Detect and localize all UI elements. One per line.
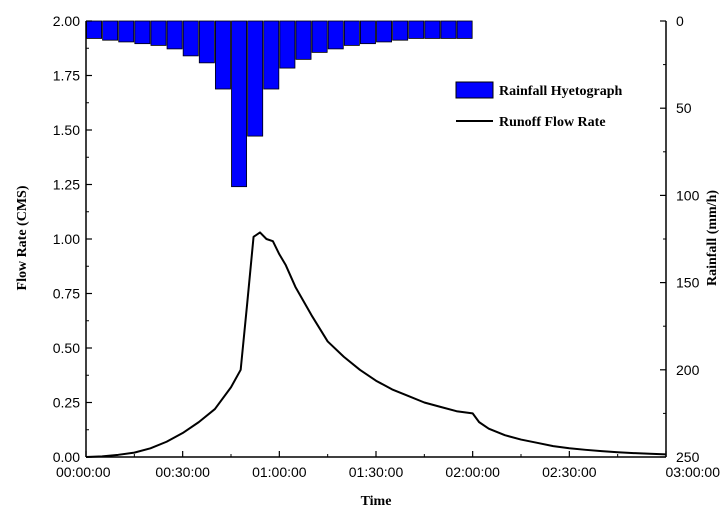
rainfall-bar [118, 20, 135, 43]
rainfall-bar [198, 20, 215, 64]
y-right-tick-label: 50 [676, 100, 692, 116]
rainfall-bar [134, 20, 151, 45]
y-left-tick-label: 1.75 [53, 68, 80, 84]
rainfall-bar [247, 20, 264, 137]
rainfall-bar [327, 20, 344, 50]
rainfall-bar [440, 20, 457, 39]
y-left-tick-label: 0.25 [53, 395, 80, 411]
y-left-tick-label: 1.00 [53, 231, 80, 247]
rainfall-bar [231, 20, 248, 188]
rainfall-bars [86, 20, 473, 188]
rainfall-bar [279, 20, 296, 69]
rainfall-bar [263, 20, 280, 90]
y-left-tick-label: 1.50 [53, 122, 80, 138]
rainfall-bar [376, 20, 393, 43]
rainfall-bar [295, 20, 312, 60]
rainfall-bar [359, 20, 376, 45]
x-tick-label: 02:30:00 [542, 464, 597, 480]
y-left-tick-label: 2.00 [53, 13, 80, 29]
y-left-tick-label: 0.00 [53, 449, 80, 465]
y-right-tick-label: 100 [676, 187, 700, 203]
y-right-tick-label: 200 [676, 362, 700, 378]
runoff-line-layer [85, 231, 667, 458]
x-tick-label: 00:00:00 [56, 464, 111, 480]
legend-label-rainfall: Rainfall Hyetograph [499, 84, 622, 99]
y-left-tick-label: 1.25 [53, 177, 80, 193]
y-axis-right-title: Rainfall (mm/h) [705, 190, 720, 286]
x-tick-label: 01:00:00 [252, 464, 307, 480]
runoff-line [85, 231, 667, 458]
rainfall-bar [343, 20, 360, 46]
rainfall-bar [456, 20, 473, 39]
rainfall-bar [424, 20, 441, 39]
y-right-tick-label: 150 [676, 275, 700, 291]
rainfall-bar [214, 20, 231, 90]
x-tick-label: 02:00:00 [445, 464, 500, 480]
x-tick-label: 00:30:00 [155, 464, 210, 480]
rainfall-bar [392, 20, 409, 41]
rainfall-bar [311, 20, 328, 53]
x-axis-title: Time [361, 494, 392, 508]
y-left-tick-label: 0.75 [53, 286, 80, 302]
rainfall-bar [166, 20, 183, 50]
y-right-tick-label: 0 [676, 13, 684, 29]
y-axis-left-title: Flow Rate (CMS) [15, 185, 30, 290]
rainfall-bar [408, 20, 425, 39]
x-tick-label: 01:30:00 [349, 464, 404, 480]
legend-swatch-rainfall [455, 81, 494, 99]
x-tick-label: 03:00:00 [666, 464, 721, 480]
rainfall-bar [102, 20, 119, 41]
y-left-tick-label: 0.50 [53, 340, 80, 356]
y-right-tick-label: 250 [676, 449, 700, 465]
rainfall-bar [182, 20, 199, 57]
legend: Rainfall Hyetograph Runoff Flow Rate [455, 81, 622, 130]
legend-label-runoff: Runoff Flow Rate [499, 115, 606, 130]
rainfall-bar [86, 20, 103, 39]
ticks: 0.00 0.25 0.50 0.75 1.00 1.25 1.50 1.75 2.00 0 50 1… [53, 13, 720, 480]
rainfall-bar [150, 20, 167, 46]
